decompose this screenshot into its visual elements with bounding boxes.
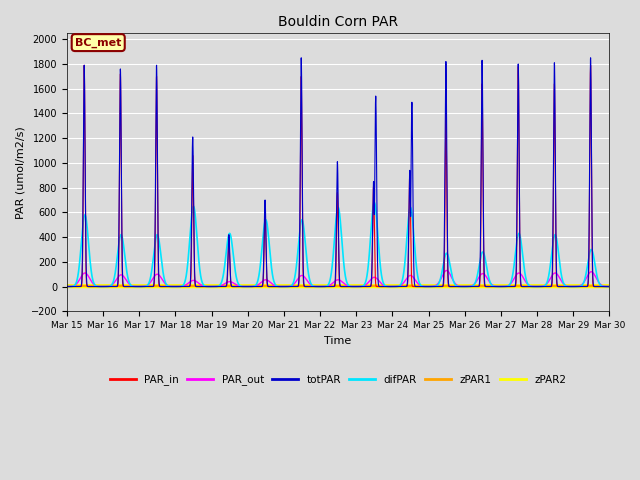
Y-axis label: PAR (umol/m2/s): PAR (umol/m2/s) <box>15 126 25 218</box>
Legend: PAR_in, PAR_out, totPAR, difPAR, zPAR1, zPAR2: PAR_in, PAR_out, totPAR, difPAR, zPAR1, … <box>106 371 571 390</box>
Title: Bouldin Corn PAR: Bouldin Corn PAR <box>278 15 398 29</box>
Text: BC_met: BC_met <box>75 37 122 48</box>
X-axis label: Time: Time <box>324 336 352 346</box>
